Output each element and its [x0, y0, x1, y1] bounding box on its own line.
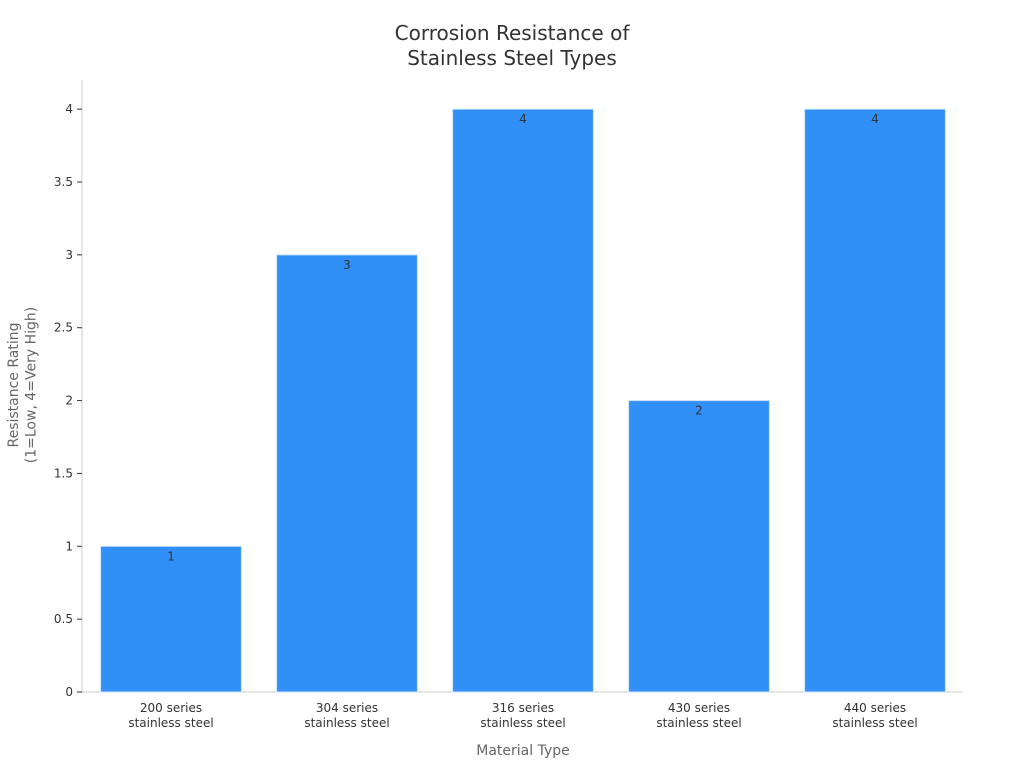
bar	[628, 400, 770, 693]
y-axis-label: Resistance Rating (1=Low, 4=Very High)	[6, 307, 40, 463]
y-tick-label: 0.5	[54, 612, 73, 626]
y-tick-label: 3	[65, 248, 73, 262]
value-label: 2	[695, 404, 703, 418]
value-label: 3	[343, 258, 351, 272]
x-tick-label: 440 series stainless steel	[832, 701, 917, 730]
chart-title: Corrosion Resistance of Stainless Steel T…	[395, 21, 631, 70]
bar	[276, 254, 418, 693]
y-tick-label: 0	[65, 685, 73, 699]
bar	[452, 108, 594, 693]
y-tick-label: 1.5	[54, 466, 73, 480]
y-tick-label: 2.5	[54, 321, 73, 335]
value-label: 4	[871, 112, 879, 126]
y-tick-label: 3.5	[54, 175, 73, 189]
value-label: 1	[167, 549, 175, 563]
y-tick-label: 4	[65, 102, 73, 116]
bar	[804, 108, 946, 693]
bar	[100, 545, 242, 693]
x-tick-label: 304 series stainless steel	[304, 701, 389, 730]
x-axis-label: Material Type	[476, 743, 569, 759]
x-tick-label: 430 series stainless steel	[656, 701, 741, 730]
x-tick-label: 200 series stainless steel	[128, 701, 213, 730]
value-label: 4	[519, 112, 527, 126]
x-tick-label: 316 series stainless steel	[480, 701, 565, 730]
y-tick-label: 2	[65, 394, 73, 408]
y-tick-label: 1	[65, 539, 73, 553]
